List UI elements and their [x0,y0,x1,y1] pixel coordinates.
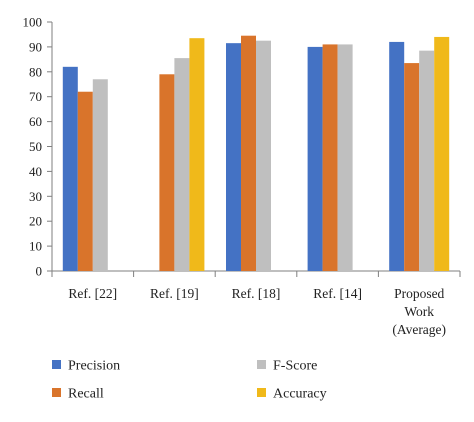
y-tick-label: 80 [29,64,42,79]
y-tick-label: 100 [23,15,43,30]
bar-precision [226,43,241,271]
bar-precision [307,46,323,272]
x-category-label: Ref. [19] [150,286,199,301]
bar-recall [241,35,256,271]
legend-label: Precision [68,359,120,374]
x-category-label: Ref. [14] [313,286,362,301]
legend-swatch [52,388,61,397]
x-category-label: Ref. [18] [232,286,281,301]
bar-recall [77,91,93,271]
bar-precision [62,66,78,271]
y-tick-label: 50 [29,139,42,154]
bar-f-score [256,40,271,271]
legend-label: Accuracy [273,387,327,402]
bars [62,35,450,272]
y-tick-label: 70 [29,89,42,104]
y-tick-label: 30 [29,189,42,204]
legend-label: Recall [68,387,104,402]
y-tick-label: 40 [29,164,42,179]
y-tick-label: 90 [29,39,42,54]
bar-f-score [92,79,108,272]
bar-recall [404,63,420,272]
x-category-label: (Average) [392,322,446,337]
tick-labels: 0 10 20 30 40 50 60 70 80 90 100 Ref. [22] Ref. [19]… [23,15,447,338]
bar-f-score [419,50,435,272]
y-tick-label: 10 [29,239,42,254]
x-category-label: Ref. [22] [68,286,117,301]
x-category-label: Proposed [394,286,444,301]
y-tick-label: 60 [29,114,42,129]
bar-accuracy [189,38,205,272]
legend: Precision Recall F-Score Accuracy [52,359,327,402]
bar-f-score [174,58,190,272]
bar-recall [322,44,338,271]
bar-accuracy [434,36,450,271]
y-tick-label: 20 [29,214,42,229]
bar-precision [389,41,405,271]
y-tick-label: 0 [36,264,43,279]
legend-swatch [257,360,266,369]
bar-f-score [337,44,353,271]
legend-swatch [52,360,61,369]
x-category-label: Work [404,304,434,319]
legend-swatch [257,388,266,397]
bar-recall [159,74,175,271]
legend-label: F-Score [273,359,317,374]
